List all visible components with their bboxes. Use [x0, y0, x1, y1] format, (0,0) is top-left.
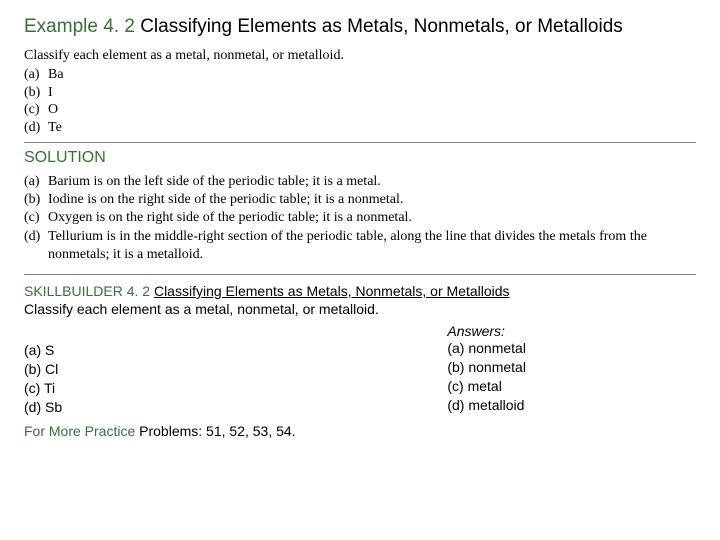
divider — [24, 274, 696, 275]
slide-container: Example 4. 2 Classifying Elements as Met… — [0, 0, 720, 540]
solution-text: Oxygen is on the right side of the perio… — [48, 209, 688, 227]
more-practice-text: Problems: 51, 52, 53, 54. — [135, 423, 295, 439]
skill-label: SKILLBUILDER 4. 2 — [24, 283, 150, 299]
answers-header: Answers: — [447, 323, 696, 339]
solution-item: (d)Tellurium is in the middle-right sect… — [24, 228, 696, 264]
skill-two-column: (a) S (b) Cl (c) Ti (d) Sb Answers: (a) … — [24, 323, 696, 417]
answers-list: (a) nonmetal (b) nonmetal (c) metal (d) … — [447, 339, 696, 415]
solution-item: (a)Barium is on the left side of the per… — [24, 173, 696, 191]
list-item: (b) nonmetal — [447, 358, 696, 377]
skill-prompt: Classify each element as a metal, nonmet… — [24, 301, 696, 317]
item-text: Te — [48, 120, 62, 135]
solution-header: SOLUTION — [24, 149, 696, 167]
list-item: (c)O — [24, 101, 696, 119]
skillbuilder-block: SKILLBUILDER 4. 2 Classifying Elements a… — [24, 283, 696, 439]
item-letter: (b) — [24, 84, 48, 102]
list-item: (a) nonmetal — [447, 339, 696, 358]
list-item: (a)Ba — [24, 66, 696, 84]
item-letter: (c) — [24, 101, 48, 119]
list-item: (a) S — [24, 341, 447, 360]
solution-item: (b)Iodine is on the right side of the pe… — [24, 191, 696, 209]
list-item: (b)I — [24, 84, 696, 102]
list-item: (c) Ti — [24, 379, 447, 398]
example-item-list: (a)Ba (b)I (c)O (d)Te — [24, 66, 696, 136]
item-text: I — [48, 85, 53, 100]
skill-answers-column: Answers: (a) nonmetal (b) nonmetal (c) m… — [447, 323, 696, 417]
item-letter: (a) — [24, 66, 48, 84]
solution-text: Tellurium is in the middle-right section… — [48, 228, 688, 264]
list-item: (d) Sb — [24, 398, 447, 417]
item-text: Ba — [48, 67, 64, 82]
skill-item-list: (a) S (b) Cl (c) Ti (d) Sb — [24, 341, 447, 417]
solution-letter: (c) — [24, 209, 48, 227]
skill-items-column: (a) S (b) Cl (c) Ti (d) Sb — [24, 323, 447, 417]
item-text: O — [48, 102, 58, 117]
skill-title-line: SKILLBUILDER 4. 2 Classifying Elements a… — [24, 283, 696, 299]
example-title: Example 4. 2 Classifying Elements as Met… — [24, 16, 696, 38]
solution-list: (a)Barium is on the left side of the per… — [24, 173, 696, 264]
list-item: (d) metalloid — [447, 396, 696, 415]
list-item: (b) Cl — [24, 360, 447, 379]
divider — [24, 142, 696, 143]
example-title-text: Classifying Elements as Metals, Nonmetal… — [140, 16, 623, 37]
skill-title: Classifying Elements as Metals, Nonmetal… — [154, 283, 510, 299]
example-prompt: Classify each element as a metal, nonmet… — [24, 48, 696, 64]
example-label: Example 4. 2 — [24, 16, 135, 37]
list-item: (d)Te — [24, 119, 696, 137]
more-practice-label: For More Practice — [24, 423, 135, 439]
solution-text: Barium is on the left side of the period… — [48, 173, 688, 191]
solution-item: (c)Oxygen is on the right side of the pe… — [24, 209, 696, 227]
item-letter: (d) — [24, 119, 48, 137]
solution-text: Iodine is on the right side of the perio… — [48, 191, 688, 209]
solution-letter: (d) — [24, 228, 48, 246]
solution-letter: (b) — [24, 191, 48, 209]
list-item: (c) metal — [447, 377, 696, 396]
solution-letter: (a) — [24, 173, 48, 191]
more-practice: For More Practice Problems: 51, 52, 53, … — [24, 423, 696, 439]
